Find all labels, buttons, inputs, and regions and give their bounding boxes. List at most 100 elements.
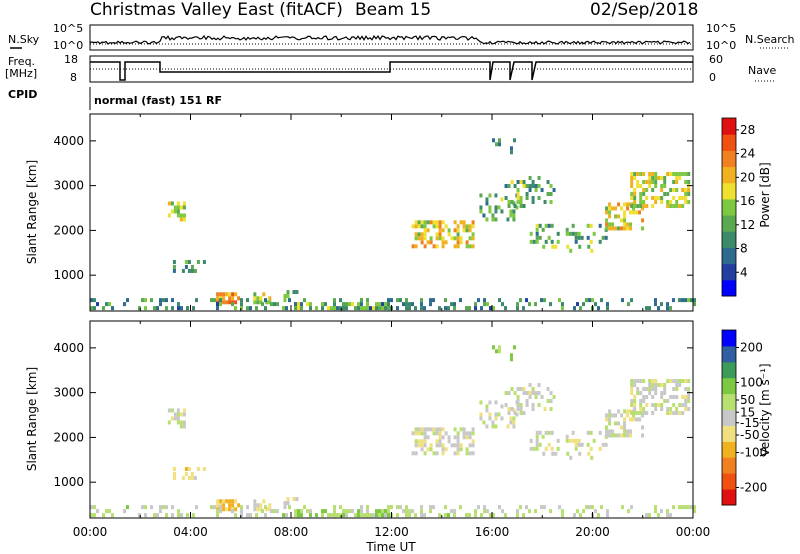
power-cell [535, 223, 539, 228]
power-cell [435, 236, 439, 241]
velocity-cell [297, 513, 300, 518]
power-cell [687, 200, 691, 205]
velocity-cell [672, 387, 676, 392]
velocity-cell [423, 451, 427, 456]
power-cell [453, 244, 457, 249]
velocity-cell [222, 499, 226, 504]
power-cell [600, 298, 603, 303]
velocity-cell [283, 505, 287, 510]
velocity-cell [366, 505, 369, 510]
power-cell [639, 196, 643, 201]
power-cell [265, 300, 269, 305]
power-cell [510, 150, 513, 155]
power-cell [420, 306, 423, 311]
power-cell [654, 196, 658, 201]
power-cell [384, 302, 387, 307]
power-cell [498, 142, 501, 147]
velocity-cell [170, 408, 174, 413]
power-cell [165, 298, 168, 303]
power-cell [283, 294, 287, 299]
power-cell [381, 306, 384, 311]
power-cell [507, 184, 511, 189]
power-cell [611, 206, 615, 211]
power-cell [447, 228, 451, 233]
velocity-cell [219, 509, 222, 514]
velocity-cell [626, 429, 630, 434]
velocity-cell [636, 391, 640, 396]
velocity-cell [605, 425, 609, 430]
velocity-cell [182, 420, 186, 425]
velocity-cell [534, 509, 537, 514]
velocity-cell [687, 407, 691, 412]
power-cell [456, 232, 460, 237]
power-cell [538, 223, 542, 228]
power-cell [176, 201, 180, 206]
velocity-cell [651, 411, 655, 416]
velocity-cell [684, 407, 688, 412]
velocity-cell [606, 509, 609, 514]
power-cell [171, 298, 174, 303]
velocity-cell [435, 443, 439, 448]
velocity-cell [485, 408, 489, 413]
power-cell [542, 244, 546, 249]
power-cell [255, 306, 258, 311]
velocity-cell [456, 443, 460, 448]
power-cell [176, 213, 180, 218]
velocity-cell [597, 513, 600, 518]
velocity-cell [675, 379, 679, 384]
power-cell [309, 306, 312, 311]
power-cell [672, 188, 676, 193]
velocity-cell [138, 513, 141, 518]
power-cell [528, 302, 531, 307]
noise-left-label: N.Sky [8, 33, 40, 46]
velocity-cell [651, 403, 655, 408]
velocity-cell [171, 505, 174, 510]
power-cell [672, 196, 676, 201]
velocity-cell [651, 395, 655, 400]
velocity-cell [598, 446, 602, 451]
power-cell [378, 302, 381, 307]
velocity-cell [342, 513, 345, 518]
velocity-cell [187, 466, 191, 471]
velocity-cell [494, 412, 498, 417]
power-cell [543, 200, 547, 205]
power-cell [231, 292, 235, 297]
colorbar-tick-label: 8 [740, 242, 748, 256]
noise-sky-trace [90, 34, 691, 45]
velocity-cell [144, 513, 147, 518]
velocity-cell [639, 391, 643, 396]
velocity-cell [102, 513, 105, 518]
velocity-cell [589, 446, 593, 451]
power-cell [438, 220, 442, 225]
power-cell [687, 192, 691, 197]
velocity-cell [231, 503, 235, 508]
power-cell [182, 213, 186, 218]
velocity-cell [435, 431, 439, 436]
velocity-cell [660, 509, 663, 514]
velocity-cell [411, 431, 415, 436]
velocity-cell [604, 442, 608, 447]
velocity-cell [345, 513, 348, 518]
velocity-cell [598, 430, 602, 435]
velocity-cell [438, 513, 441, 518]
power-cell [315, 306, 318, 311]
power-cell [294, 306, 297, 311]
power-cell [601, 235, 605, 240]
velocity-cell [687, 395, 691, 400]
velocity-cell [654, 505, 657, 510]
power-cell [687, 188, 691, 193]
velocity-cell [453, 435, 457, 440]
power-cell [611, 226, 615, 231]
power-cell [623, 210, 627, 215]
velocity-cell [687, 505, 690, 510]
power-cell [432, 220, 436, 225]
velocity-cell [639, 399, 643, 404]
velocity-cell [90, 513, 93, 518]
velocity-cell [608, 421, 612, 426]
power-cell [630, 192, 634, 197]
power-cell [108, 302, 111, 307]
power-cell [414, 244, 418, 249]
velocity-cell [633, 395, 637, 400]
velocity-cell [547, 430, 551, 435]
